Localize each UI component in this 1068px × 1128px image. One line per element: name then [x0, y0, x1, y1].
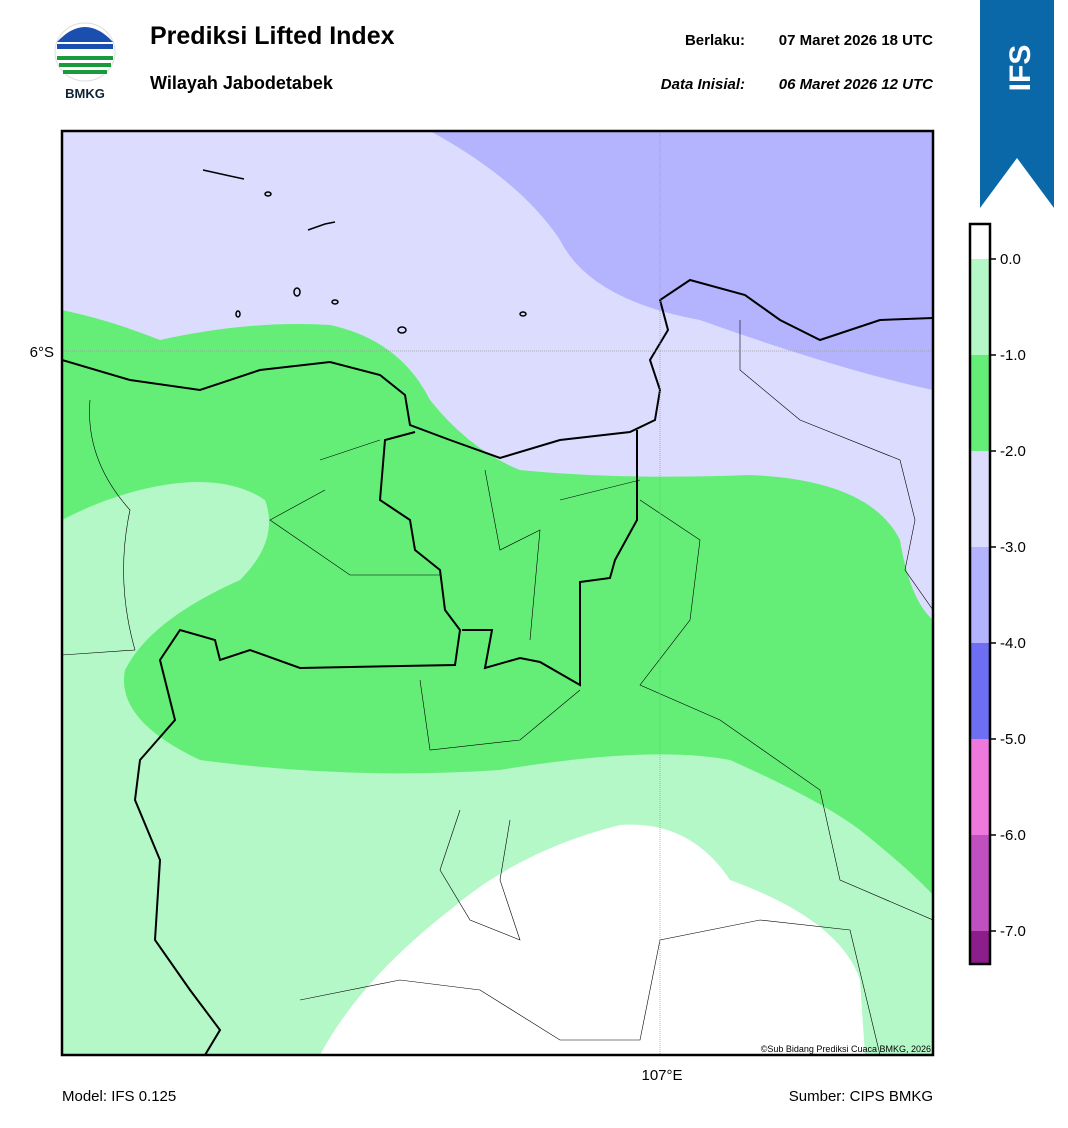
logo-text: BMKG [65, 86, 105, 101]
colorbar: 0.0 -1.0 -2.0 -3.0 -4.0 -5.0 -6.0 -7.0 [968, 222, 1026, 966]
colorbar-segment [970, 643, 990, 739]
colorbar-tick-label: -1.0 [1000, 347, 1026, 364]
colorbar-tick-label: -4.0 [1000, 635, 1026, 652]
map-frame [60, 129, 935, 1057]
lat-label: 6°S [30, 344, 54, 361]
init-date: 06 Maret 2026 12 UTC [779, 76, 934, 93]
colorbar-tick-label: -3.0 [1000, 539, 1026, 556]
valid-date: 07 Maret 2026 18 UTC [779, 32, 933, 49]
colorbar-segment [970, 835, 990, 931]
logo: BMKG [54, 22, 116, 101]
subtitle: Wilayah Jabodetabek [150, 73, 334, 93]
colorbar-segment [970, 355, 990, 451]
badge [980, 0, 1054, 208]
source: Sumber: CIPS BMKG [789, 1088, 933, 1105]
colorbar-tick-label: -6.0 [1000, 827, 1026, 844]
colorbar-segment [970, 451, 990, 547]
colorbar-segment [970, 739, 990, 835]
colorbar-tick-label: 0.0 [1000, 251, 1021, 268]
copyright: ©Sub Bidang Prediksi Cuaca BMKG, 2026 [761, 1044, 931, 1054]
colorbar-tick-label: -2.0 [1000, 443, 1026, 460]
colorbar-tick-label: -7.0 [1000, 923, 1026, 940]
badge-text: IFS [1004, 45, 1037, 92]
colorbar-segment [970, 931, 990, 964]
lon-label: 107°E [641, 1067, 682, 1084]
colorbar-segment [970, 547, 990, 643]
title: Prediksi Lifted Index [150, 22, 395, 50]
map-area: ©Sub Bidang Prediksi Cuaca BMKG, 2026 [62, 131, 933, 1055]
colorbar-frame [968, 222, 992, 966]
colorbar-segment [970, 259, 990, 355]
model: Model: IFS 0.125 [62, 1088, 176, 1105]
colorbar-tick-label: -5.0 [1000, 731, 1026, 748]
valid-label: Berlaku: [685, 32, 745, 49]
colorbar-segment [970, 224, 990, 259]
init-label: Data Inisial: [661, 76, 745, 93]
